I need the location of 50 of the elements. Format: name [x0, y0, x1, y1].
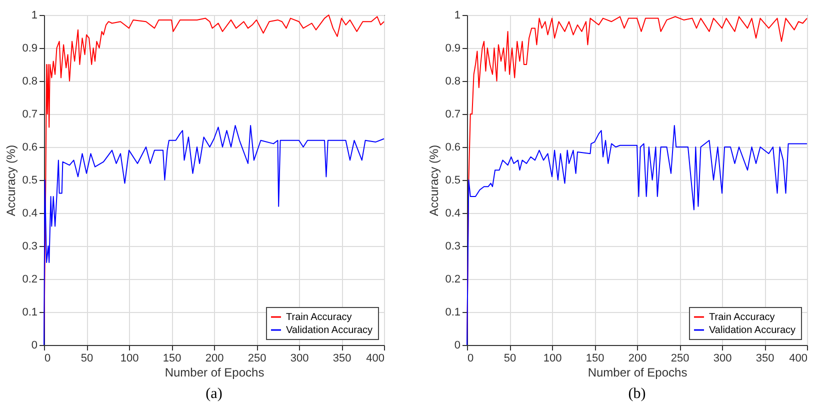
- x-tick-label: 50: [504, 352, 516, 364]
- y-tick-label: 0.8: [22, 76, 38, 88]
- y-tick-label: 0: [31, 340, 38, 352]
- x-tick-label: 100: [120, 352, 139, 364]
- y-tick-label: 0.6: [445, 142, 460, 154]
- y-tick-label: 0.2: [22, 274, 38, 286]
- x-tick-label: 200: [205, 352, 224, 364]
- x-tick-label: 400: [366, 352, 384, 364]
- x-tick-label: 0: [468, 352, 474, 364]
- y-tick-label: 0.3: [22, 240, 38, 252]
- x-tick-label: 150: [586, 352, 604, 364]
- y-tick-label: 0.8: [445, 76, 460, 88]
- x-tick-label: 50: [80, 352, 94, 364]
- y-tick-label: 0.5: [22, 174, 38, 186]
- y-tick-label: 0.4: [445, 208, 460, 220]
- x-tick-label: 400: [789, 352, 808, 364]
- y-axis-title: Accuracy (%): [4, 144, 18, 216]
- x-tick-label: 100: [543, 352, 562, 364]
- x-tick-label: 200: [628, 352, 647, 364]
- legend-label: Train Accuracy: [709, 312, 775, 323]
- y-tick-label: 1: [31, 10, 38, 22]
- y-tick-label: 0.7: [22, 108, 38, 120]
- y-tick-label: 0.1: [445, 306, 460, 318]
- x-tick-label: 300: [713, 352, 732, 364]
- legend-label: Train Accuracy: [286, 312, 352, 323]
- x-axis-title: Number of Epochs: [164, 366, 264, 380]
- x-tick-label: 0: [44, 352, 51, 364]
- y-tick-label: 0.5: [445, 174, 460, 186]
- y-tick-label: 0: [454, 340, 460, 352]
- x-tick-label: 250: [248, 352, 266, 364]
- x-tick-label: 150: [162, 352, 182, 364]
- legend-label: Validation Accuracy: [709, 325, 796, 336]
- x-tick-label: 350: [756, 352, 774, 364]
- y-tick-label: 0.9: [22, 42, 38, 54]
- x-tick-label: 300: [290, 352, 309, 364]
- y-tick-label: 0.4: [22, 208, 38, 220]
- y-tick-label: 0.2: [445, 274, 460, 286]
- y-tick-label: 0.9: [445, 42, 460, 54]
- y-tick-label: 0.3: [445, 240, 460, 252]
- y-axis-title: Accuracy (%): [427, 144, 442, 216]
- y-tick-label: 0.1: [22, 306, 38, 318]
- text: (b): [628, 386, 646, 402]
- x-tick-label: 250: [670, 352, 690, 364]
- x-axis-title: Number of Epochs: [588, 366, 688, 380]
- x-tick-label: 350: [332, 352, 352, 364]
- y-tick-label: 0.6: [22, 142, 38, 154]
- text: (a): [206, 386, 222, 402]
- y-tick-label: 1: [454, 10, 460, 22]
- y-tick-label: 0.7: [445, 108, 460, 120]
- legend-label: Validation Accuracy: [286, 325, 373, 336]
